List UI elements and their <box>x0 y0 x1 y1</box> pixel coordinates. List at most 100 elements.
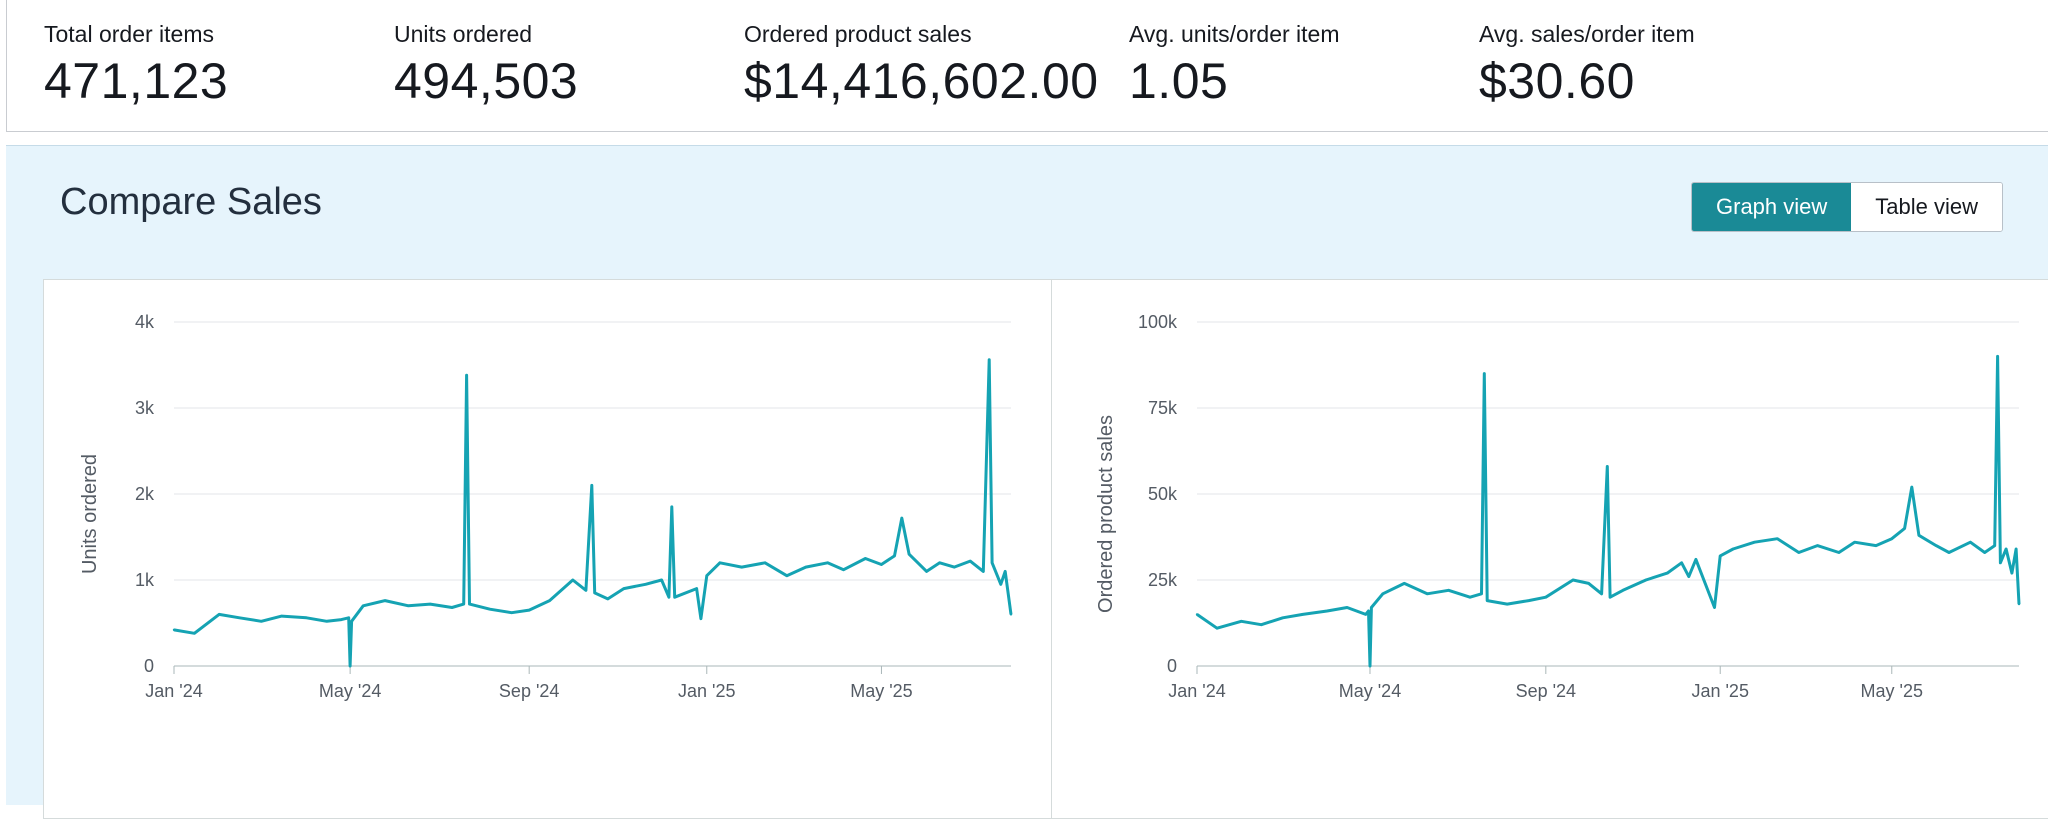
data-point <box>1719 554 1722 558</box>
data-point <box>644 583 647 586</box>
data-point <box>1753 540 1756 544</box>
data-point <box>1364 613 1367 616</box>
data-point <box>305 616 308 620</box>
y-tick-label: 0 <box>144 656 154 676</box>
data-point <box>1969 540 1972 544</box>
y-tick-label: 50k <box>1148 484 1178 504</box>
data-point <box>1215 626 1219 630</box>
data-point <box>1608 596 1612 599</box>
data-point <box>2017 602 2021 606</box>
data-point <box>990 561 994 564</box>
data-point <box>468 602 471 606</box>
data-point <box>982 570 985 573</box>
metric-label: Ordered product sales <box>744 21 972 47</box>
data-point <box>705 574 708 577</box>
metric-value: $30.60 <box>1479 53 1635 109</box>
metric-value: 494,503 <box>394 53 579 109</box>
data-point <box>325 620 329 623</box>
data-point <box>1713 606 1716 609</box>
data-point <box>740 565 743 569</box>
data-point <box>763 561 767 564</box>
data-point <box>1644 578 1648 582</box>
panel-title: Compare Sales <box>60 181 322 223</box>
data-point <box>1370 606 1373 609</box>
metric-units-ordered: Units ordered 494,503 <box>394 19 578 111</box>
data-point <box>1367 609 1370 613</box>
y-tick-label: 75k <box>1148 398 1178 418</box>
data-point <box>1934 544 1938 547</box>
y-tick-label: 3k <box>135 398 155 418</box>
data-point <box>260 620 263 623</box>
data-point <box>1890 537 1893 540</box>
metric-label: Units ordered <box>394 21 533 47</box>
x-tick-label: Jan '25 <box>678 681 735 701</box>
data-point <box>1837 551 1841 554</box>
compare-sales-panel: Compare Sales Graph view Table view 0 1k 2… <box>6 145 2048 819</box>
data-point <box>584 589 588 592</box>
view-toggle: Graph view Table view <box>1691 182 2003 232</box>
x-tick-label: Jan '24 <box>1168 681 1225 701</box>
data-point <box>1853 540 1856 544</box>
data-point <box>1993 544 1996 547</box>
data-point <box>1999 561 2002 564</box>
data-point <box>622 587 625 590</box>
y-tick-label: 25k <box>1148 570 1178 590</box>
data-point <box>462 602 465 606</box>
y-tick-label: 0 <box>1167 656 1177 676</box>
table-view-button[interactable]: Table view <box>1851 183 2002 231</box>
x-tick-label: Sep '24 <box>1516 681 1577 701</box>
data-point <box>1797 551 1801 554</box>
metric-avg-units-per-order-item: Avg. units/order item 1.05 <box>1129 19 1340 111</box>
data-point <box>407 604 410 607</box>
x-tick-label: Sep '24 <box>499 681 560 701</box>
data-point <box>880 563 883 566</box>
data-point <box>1917 534 1921 537</box>
data-point <box>1947 551 1951 554</box>
data-point <box>2014 547 2018 551</box>
y-tick-label: 100k <box>1138 312 1178 332</box>
data-point <box>1486 599 1489 602</box>
data-point <box>826 561 829 564</box>
x-tick-label: May '25 <box>850 681 912 701</box>
data-point <box>670 505 674 509</box>
data-point <box>1003 570 1007 573</box>
metric-value: $14,416,602.00 <box>744 53 1099 109</box>
metrics-summary-bar: Total order items 471,123 Units ordered … <box>6 0 2048 132</box>
data-point <box>1776 537 1779 540</box>
x-tick-label: May '24 <box>1339 681 1401 701</box>
data-point <box>907 553 911 556</box>
data-point <box>465 374 468 377</box>
data-point <box>280 614 283 618</box>
data-point <box>1240 620 1243 623</box>
data-point <box>1260 623 1263 626</box>
metric-value: 471,123 <box>44 53 229 109</box>
data-point <box>172 628 176 632</box>
metric-label: Avg. units/order item <box>1129 21 1340 47</box>
data-point <box>864 557 867 560</box>
data-point <box>1680 561 1683 564</box>
data-point <box>1480 592 1483 595</box>
data-point <box>2004 547 2008 551</box>
data-point <box>999 583 1003 586</box>
graph-view-button[interactable]: Graph view <box>1692 183 1852 231</box>
data-point <box>925 570 928 573</box>
ordered-product-sales-chart: 0 25k 50k 75k 100k Jan '24 May '24 Sep '24 Jan '… <box>1095 312 2021 701</box>
y-tick-label: 1k <box>135 570 155 590</box>
data-point <box>348 664 352 668</box>
y-tick-label: 2k <box>135 484 155 504</box>
data-point <box>1571 578 1575 582</box>
data-point <box>1816 544 1819 547</box>
data-point <box>1666 571 1669 575</box>
data-point <box>362 604 365 607</box>
data-point <box>1301 613 1304 616</box>
data-point <box>893 554 896 558</box>
series-line <box>173 358 1013 668</box>
data-point <box>785 574 789 577</box>
data-point <box>1996 355 1999 358</box>
data-point <box>2010 571 2014 575</box>
data-point <box>1606 465 1609 468</box>
data-point <box>590 484 593 487</box>
sales-chart-card: 0 25k 50k 75k 100k Jan '24 May '24 Sep '24 Jan '… <box>1051 279 2048 819</box>
data-point <box>1447 589 1450 592</box>
data-point <box>1403 582 1406 585</box>
